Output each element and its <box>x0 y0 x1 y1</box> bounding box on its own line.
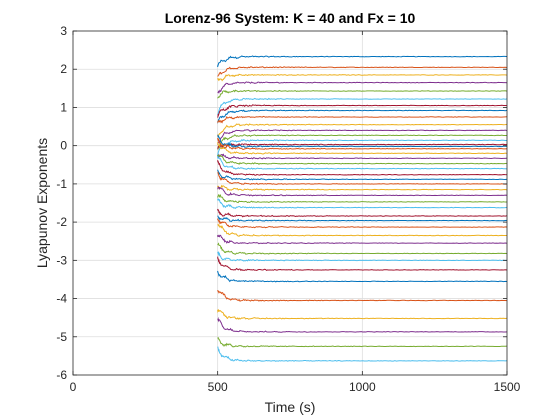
series-line <box>217 89 508 99</box>
y-tick-label: 1 <box>60 100 67 114</box>
series-line <box>217 270 508 283</box>
series-line <box>217 154 508 165</box>
series-line <box>217 308 508 320</box>
y-tick-label: -2 <box>56 215 67 229</box>
series-line <box>217 223 508 237</box>
series-line <box>217 137 508 150</box>
x-tick-label: 500 <box>208 380 228 394</box>
series-line <box>217 193 508 204</box>
y-tick-label: -5 <box>56 330 67 344</box>
y-tick-label: -4 <box>56 292 67 306</box>
series-line <box>217 316 508 333</box>
axis-ticks: 0 500 1000 1500 -6 -5 -4 -3 -2 -1 0 1 2 3 <box>56 24 520 394</box>
series-line <box>217 184 508 191</box>
series-line <box>217 104 508 118</box>
series-line <box>217 134 508 148</box>
x-tick-label: 1500 <box>494 380 521 394</box>
plot-area-frame <box>72 30 508 376</box>
series-line <box>217 123 508 138</box>
series-line <box>217 142 508 155</box>
series-line <box>217 109 508 124</box>
series-line <box>217 218 508 229</box>
series-line <box>217 160 508 176</box>
series-line <box>217 129 508 145</box>
x-tick-label: 0 <box>70 380 77 394</box>
series-line <box>217 138 508 156</box>
y-tick-label: 2 <box>60 62 67 76</box>
series-line <box>217 66 508 77</box>
series-line <box>217 198 508 209</box>
plot-area-background <box>73 31 507 375</box>
series-line <box>217 155 508 170</box>
x-tick-label: 1000 <box>349 380 376 394</box>
series-line <box>217 55 508 68</box>
series-lines <box>217 55 508 362</box>
series-line <box>217 73 508 82</box>
series-line <box>217 256 508 272</box>
series-line <box>217 115 508 124</box>
chart-title: Lorenz-96 System: K = 40 and Fx = 10 <box>165 10 416 26</box>
series-line <box>217 251 508 262</box>
series-line <box>217 81 508 94</box>
series-line <box>217 171 508 185</box>
series-line <box>217 186 508 197</box>
series-line <box>217 169 508 181</box>
series-line <box>217 143 508 150</box>
y-tick-label: 3 <box>60 24 67 38</box>
x-axis-label: Time (s) <box>265 399 316 415</box>
series-line <box>217 336 508 348</box>
series-line <box>217 290 508 302</box>
y-tick-label: -6 <box>56 368 67 382</box>
y-tick-label: -1 <box>56 177 67 191</box>
y-tick-label: 0 <box>60 139 67 153</box>
series-line <box>217 242 508 255</box>
series-line <box>217 153 508 160</box>
y-axis-label: Lyapunov Exponents <box>34 138 50 268</box>
series-line <box>217 346 508 362</box>
series-line <box>217 234 508 245</box>
series-line <box>217 97 508 116</box>
series-line <box>217 208 508 218</box>
series-line <box>217 215 508 223</box>
series-line <box>217 134 508 150</box>
y-tick-label: -3 <box>56 253 67 267</box>
